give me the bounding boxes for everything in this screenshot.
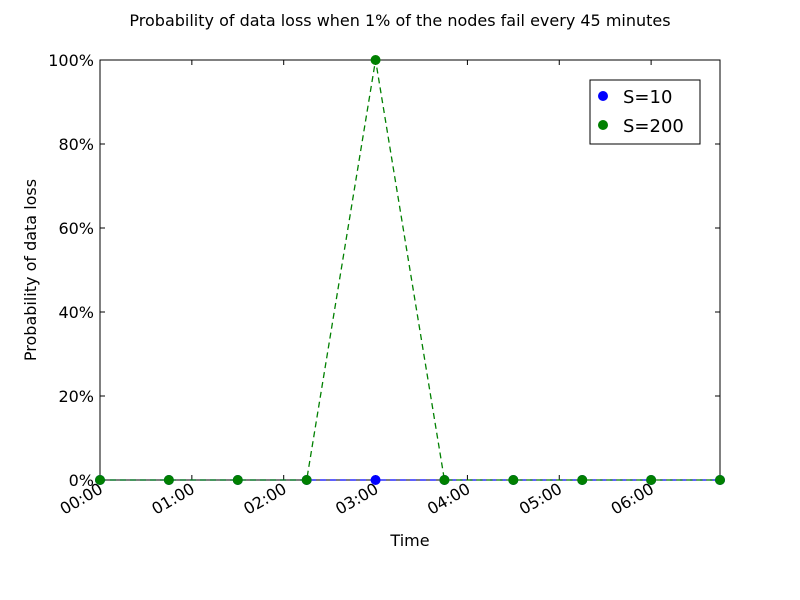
y-tick-label: 20% (58, 387, 94, 406)
y-tick-label: 80% (58, 135, 94, 154)
data-point-s200 (301, 475, 312, 485)
y-tick-label: 60% (58, 219, 94, 238)
x-tick-label: 04:00 (424, 479, 473, 519)
legend-marker (598, 91, 608, 101)
data-point-s200 (646, 475, 657, 485)
legend-label: S=10 (623, 87, 672, 108)
chart-title: Probability of data loss when 1% of the … (129, 11, 670, 30)
legend-marker (598, 120, 608, 130)
data-point-s200 (370, 55, 381, 65)
series-line-s200 (100, 59, 720, 481)
data-point-s200 (163, 475, 174, 485)
y-tick-label: 100% (48, 51, 94, 70)
data-point-s200 (577, 475, 588, 485)
data-point-s200 (508, 475, 519, 485)
data-point-s200 (232, 475, 243, 485)
y-axis-label: Probability of data loss (21, 179, 40, 361)
x-axis-label: Time (389, 531, 429, 550)
data-point-s200 (95, 475, 105, 485)
y-tick-label: 40% (58, 303, 94, 322)
y-tick-label: 0% (69, 471, 94, 490)
legend: S=10 S=200 (589, 79, 701, 145)
x-tick-label: 06:00 (608, 479, 657, 519)
x-tick-label: 01:00 (148, 479, 197, 519)
legend-label: S=200 (623, 116, 684, 137)
legend-box (589, 79, 701, 145)
data-point-s200 (715, 475, 725, 485)
x-tick-label: 05:00 (516, 479, 565, 519)
x-tick-label: 03:00 (332, 479, 381, 519)
data-point-s10 (370, 475, 381, 485)
data-point-s200 (439, 475, 450, 485)
x-tick-label: 02:00 (240, 479, 289, 519)
